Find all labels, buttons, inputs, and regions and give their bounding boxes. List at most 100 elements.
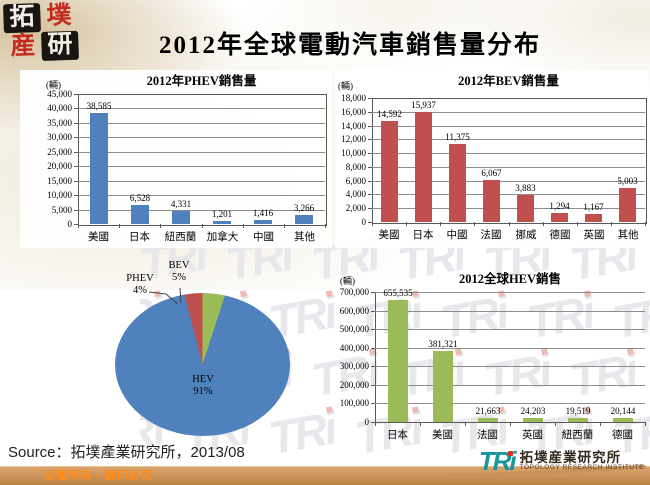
x-axis-tick (543, 222, 544, 226)
bar (172, 211, 190, 224)
bar-value-label: 3,266 (293, 203, 315, 213)
bar (213, 221, 231, 224)
bar (523, 418, 543, 422)
gridline (78, 137, 325, 138)
seal-char-1: 拓 (3, 3, 42, 34)
pie-label-phev-name: PHEV (126, 273, 154, 284)
x-axis-tick (611, 222, 612, 226)
y-axis-tick-label: 600,000 (339, 306, 369, 316)
y-axis-tick (371, 385, 375, 386)
bar (551, 213, 568, 222)
chart-title: 2012年PHEV銷售量 (146, 74, 257, 88)
pie-label-phev-pct: 4% (133, 285, 147, 297)
y-axis-tick (368, 98, 372, 99)
tri-logo-name-cn: 拓墣産業研究所 (519, 450, 622, 465)
seal-char-2: 墣 (45, 1, 72, 30)
tri-logo-red-dot-icon (507, 451, 513, 456)
x-axis-tick (375, 422, 376, 426)
tri-logo-mark: TRi (479, 448, 517, 474)
bar (433, 351, 453, 422)
x-axis-tick (78, 224, 79, 228)
gridline (375, 366, 645, 367)
gridline (375, 292, 645, 293)
bar-value-label: 3,883 (515, 183, 536, 193)
bar (483, 180, 500, 222)
copyright-text: 版權所有 ▪ 翻印必究 (44, 470, 154, 482)
bar (90, 113, 108, 224)
x-axis-tick (420, 422, 421, 426)
y-axis-tick-label: 5,000 (51, 205, 72, 215)
watermark-dot-icon (326, 290, 333, 298)
pie-label-bev-pct: 5% (172, 272, 186, 284)
x-axis-category-label: 美國 (378, 230, 400, 241)
y-axis-tick (371, 292, 375, 293)
chart-title: 2012全球HEV銷售 (458, 272, 562, 286)
y-axis-tick-label: 10,000 (47, 190, 72, 200)
y-axis-tick (371, 366, 375, 367)
x-axis-tick (645, 422, 646, 426)
tri-logo-name-en: TOPOLOGY RESEARCH INSTITUTE (519, 463, 644, 471)
gridline (372, 153, 645, 154)
y-axis-tick-label: 45,000 (47, 89, 72, 99)
page-title: 2012年全球電動汽車銷售量分布 (158, 32, 541, 59)
y-axis-tick (371, 422, 375, 423)
y-axis-tick (371, 329, 375, 330)
bar-value-label: 21,663 (475, 406, 501, 416)
tri-footer-logo: TRi 拓墣産業研究所 TOPOLOGY RESEARCH INSTITUTE (479, 448, 644, 474)
x-axis-tick (119, 224, 120, 228)
x-axis-tick (440, 222, 441, 226)
x-axis-tick (202, 224, 203, 228)
gridline (375, 348, 645, 349)
y-axis-tick-label: 0 (67, 219, 73, 229)
y-axis-tick-label: 100,000 (339, 398, 369, 408)
gridline (375, 403, 645, 404)
bar-value-label: 20,144 (610, 406, 636, 416)
x-axis-category-label: 其他 (617, 230, 639, 241)
y-axis-tick-label: 700,000 (339, 287, 369, 297)
x-axis-category-label: 法國 (477, 430, 498, 441)
x-axis-tick (600, 422, 601, 426)
y-axis-tick-label: 500,000 (339, 324, 369, 334)
bar (254, 220, 272, 224)
x-axis-category-label: 日本 (387, 430, 408, 441)
x-axis-tick (160, 224, 161, 228)
bar (568, 418, 588, 422)
x-axis-category-label: 英國 (522, 430, 543, 441)
bar-value-label: 38,585 (86, 101, 112, 111)
watermark-dot-icon (326, 406, 333, 414)
x-axis-tick (645, 222, 646, 226)
axis-unit-label: (輛) (340, 276, 355, 286)
gridline (78, 123, 325, 124)
x-axis-tick (474, 222, 475, 226)
bar (449, 144, 466, 222)
bar (388, 300, 408, 422)
x-axis-category-label: 中國 (446, 230, 468, 241)
source-note: Source：拓墣產業研究所，2013/08 (8, 444, 245, 461)
bar-value-label: 655,535 (383, 288, 413, 298)
x-axis-category-label: 其他 (294, 232, 315, 243)
bar (517, 195, 534, 222)
x-axis-category-label: 日本 (129, 232, 150, 243)
x-axis-category-label: 日本 (412, 230, 434, 241)
x-axis-tick (284, 224, 285, 228)
x-axis-tick (465, 422, 466, 426)
pie-label-hev-pct: 91% (193, 386, 213, 398)
bar-value-label: 11,375 (445, 132, 470, 142)
gridline (78, 152, 325, 153)
bar-value-label: 15,937 (411, 100, 436, 110)
y-axis-tick-label: 12,000 (341, 134, 366, 144)
y-axis-tick-label: 15,000 (47, 176, 72, 186)
x-axis-category-label: 紐西蘭 (164, 232, 197, 243)
topology-seal-logo: 拓 墣 産 研 (3, 2, 79, 63)
y-axis-tick-label: 30,000 (47, 132, 72, 142)
x-axis-category-label: 挪威 (515, 230, 537, 241)
x-axis-category-label: 法國 (480, 230, 502, 241)
bar-value-label: 1,167 (583, 202, 604, 212)
x-axis-tick (510, 422, 511, 426)
bar (131, 205, 149, 224)
bar (585, 214, 602, 222)
bar-value-label: 6,067 (481, 168, 502, 178)
x-axis-category-label: 德國 (549, 230, 571, 241)
y-axis-tick-label: 6,000 (345, 176, 366, 186)
